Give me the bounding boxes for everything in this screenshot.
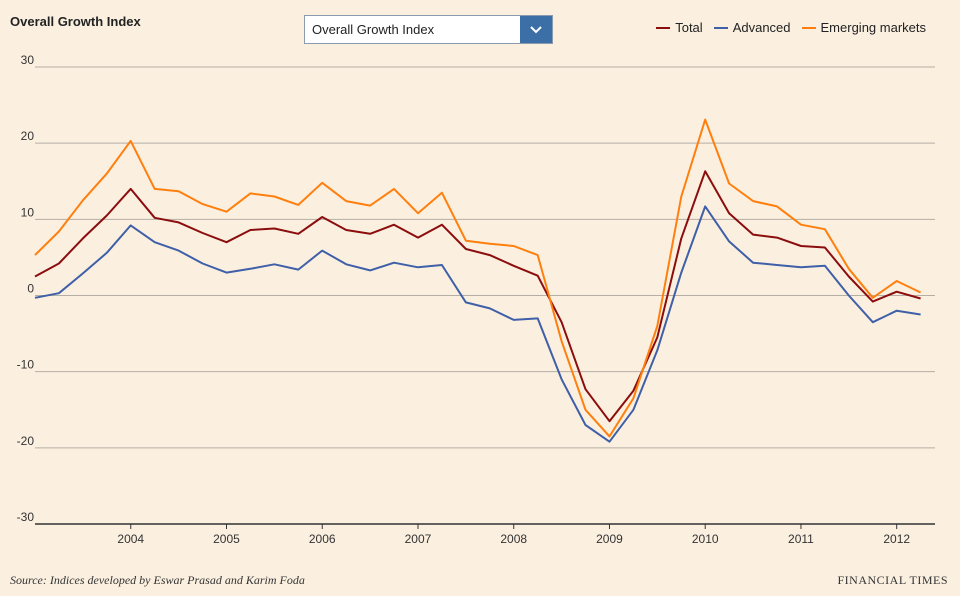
series-line-emerging-markets bbox=[34, 118, 922, 438]
y-tick-label: 20 bbox=[21, 129, 35, 143]
x-tick-label: 2010 bbox=[692, 532, 719, 546]
legend-item-total[interactable]: Total bbox=[656, 20, 703, 35]
chart-title: Overall Growth Index bbox=[10, 14, 141, 29]
y-tick-label: 10 bbox=[21, 205, 35, 219]
y-tick-label: -30 bbox=[17, 510, 35, 524]
y-tick-label: -20 bbox=[17, 434, 35, 448]
x-tick-label: 2006 bbox=[309, 532, 336, 546]
series-line-advanced bbox=[34, 205, 921, 443]
series-lines bbox=[34, 118, 922, 443]
brand-logo: FINANCIAL TIMES bbox=[837, 573, 948, 587]
series-line-total bbox=[34, 170, 921, 423]
x-axis-tick-labels: 2004 2005 2006 2007 2008 2009 2010 2011 2012 bbox=[117, 532, 910, 546]
y-tick-label: 30 bbox=[21, 53, 35, 67]
legend-swatch-emerging bbox=[801, 26, 816, 29]
y-tick-label: -10 bbox=[17, 358, 35, 372]
y-tick-label: 0 bbox=[27, 282, 34, 296]
dropdown-button[interactable] bbox=[520, 16, 552, 43]
chart-legend: Total Advanced Emerging markets bbox=[656, 20, 926, 35]
dropdown-selected-value: Overall Growth Index bbox=[312, 22, 435, 37]
source-note: Source: Indices developed by Eswar Prasa… bbox=[10, 573, 305, 587]
x-tick-label: 2004 bbox=[117, 532, 144, 546]
legend-label-total: Total bbox=[675, 20, 703, 35]
x-tick-label: 2007 bbox=[405, 532, 432, 546]
legend-item-advanced[interactable]: Advanced bbox=[713, 20, 791, 35]
gridlines bbox=[35, 66, 935, 529]
chevron-down-icon bbox=[530, 25, 542, 33]
y-axis-tick-labels: 30 20 10 0 -10 -20 -30 bbox=[17, 53, 35, 524]
legend-item-emerging[interactable]: Emerging markets bbox=[801, 20, 926, 35]
x-tick-label: 2008 bbox=[500, 532, 527, 546]
x-tick-label: 2011 bbox=[788, 532, 814, 546]
x-tick-label: 2009 bbox=[596, 532, 623, 546]
index-select-dropdown[interactable]: Overall Growth Index bbox=[304, 15, 553, 44]
x-tick-label: 2005 bbox=[213, 532, 240, 546]
legend-swatch-total bbox=[656, 26, 671, 29]
legend-swatch-advanced bbox=[713, 26, 728, 29]
x-tick-label: 2012 bbox=[883, 532, 910, 546]
legend-label-emerging: Emerging markets bbox=[820, 20, 926, 35]
legend-label-advanced: Advanced bbox=[732, 20, 791, 35]
